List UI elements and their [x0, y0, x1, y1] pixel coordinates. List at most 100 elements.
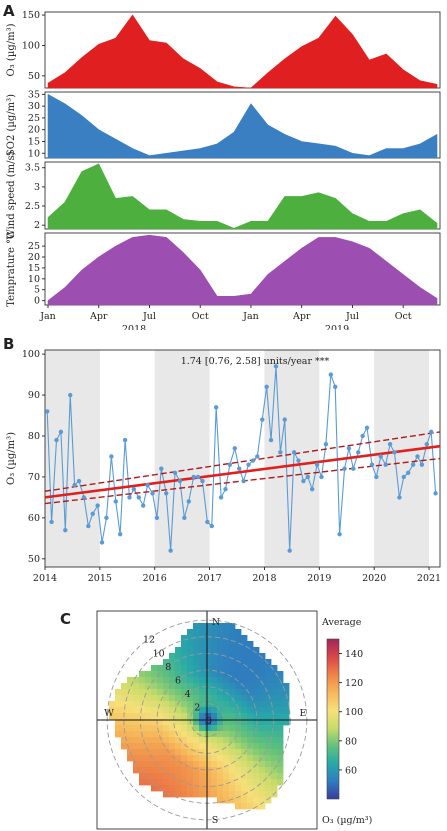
heat-cell: [241, 749, 248, 756]
heat-cell: [205, 683, 212, 690]
heat-cell: [283, 689, 290, 696]
o3-point: [90, 511, 95, 516]
heat-cell: [193, 665, 200, 672]
heat-cell: [211, 653, 218, 660]
heat-cell: [169, 683, 176, 690]
heat-cell: [181, 743, 188, 750]
panel-a-subplot: 2 2.5 3 3.5 Wind speed (m/s): [6, 151, 441, 240]
heat-cell: [145, 755, 152, 762]
heat-cell: [211, 635, 218, 642]
heat-cell: [247, 737, 254, 744]
heat-cell: [199, 725, 206, 732]
o3-point: [63, 527, 68, 533]
heat-cell: [199, 719, 206, 726]
o3-point: [49, 519, 54, 525]
heat-cell: [247, 677, 254, 684]
heat-cell: [211, 665, 218, 672]
heat-cell: [247, 761, 254, 768]
o3-point: [68, 392, 73, 398]
o3-point: [364, 425, 370, 430]
radial-tick-label: 6: [175, 675, 181, 686]
heat-cell: [193, 689, 200, 696]
heat-cell: [223, 647, 230, 654]
heat-cell: [151, 731, 158, 738]
heat-cell: [175, 755, 182, 762]
heat-cell: [223, 773, 230, 780]
heat-cell: [109, 701, 116, 708]
trend-line: [44, 444, 441, 499]
heat-cell: [169, 755, 176, 762]
heat-cell: [241, 719, 248, 726]
panel-b-label: B: [3, 335, 15, 353]
heat-cell: [259, 749, 266, 756]
heat-cell: [151, 707, 158, 714]
direction-label-e: E: [300, 708, 307, 719]
heat-cell: [193, 773, 200, 780]
heat-cell: [181, 665, 188, 672]
heat-cell: [133, 743, 140, 750]
heat-cell: [127, 731, 134, 738]
heat-cell: [235, 665, 242, 672]
heat-cell: [229, 659, 236, 666]
heat-cell: [163, 785, 170, 792]
heat-cell: [259, 737, 266, 744]
heat-cell: [151, 743, 158, 750]
heat-cell: [169, 737, 176, 744]
colorbar: [326, 638, 340, 800]
heat-cell: [133, 713, 140, 720]
heat-cell: [199, 737, 206, 744]
heat-cell: [271, 737, 278, 744]
o3-point: [250, 458, 256, 463]
heat-cell: [163, 707, 170, 714]
heat-cell: [157, 761, 164, 768]
heat-cell: [169, 671, 176, 678]
heat-cell: [163, 767, 170, 774]
heat-cell: [277, 707, 284, 714]
heat-cell: [187, 767, 194, 774]
heat-cell: [205, 791, 212, 798]
heat-cell: [223, 635, 230, 642]
heat-cell: [241, 695, 248, 702]
heat-cell: [223, 677, 230, 684]
heat-cell: [211, 671, 218, 678]
heat-cell: [145, 749, 152, 756]
heat-cell: [121, 683, 128, 690]
heat-cell: [235, 689, 242, 696]
heat-cell: [169, 653, 176, 660]
y-tick-label: 25: [28, 241, 40, 252]
heat-cell: [133, 719, 140, 726]
o3-point: [127, 495, 132, 500]
heat-cell: [163, 731, 170, 738]
heat-cell: [277, 761, 284, 768]
heat-cell: [241, 779, 248, 786]
heat-cell: [175, 647, 182, 654]
heat-cell: [205, 731, 212, 738]
heat-cell: [163, 659, 170, 666]
heat-cell: [145, 767, 152, 774]
heat-cell: [223, 683, 230, 690]
heat-cell: [205, 761, 212, 768]
heat-cell: [145, 713, 152, 720]
heat-cell: [217, 671, 224, 678]
x-tick-label: Jan: [39, 311, 56, 322]
o3-point: [296, 458, 301, 463]
heat-cell: [181, 671, 188, 678]
o3-point: [141, 503, 146, 508]
heat-cell: [253, 779, 260, 786]
heat-cell: [199, 695, 206, 702]
heat-cell: [211, 761, 218, 768]
heat-cell: [169, 665, 176, 672]
heat-cell: [253, 767, 260, 774]
heat-cell: [169, 743, 176, 750]
heat-cell: [229, 779, 236, 786]
heat-cell: [271, 683, 278, 690]
heat-cell: [223, 701, 230, 708]
heat-cell: [151, 779, 158, 786]
radial-tick-label: 12: [143, 635, 155, 646]
y-tick-label: 100: [22, 349, 40, 360]
heat-cell: [229, 773, 236, 780]
heat-cell: [211, 773, 218, 780]
x-tick-label: 2021: [417, 573, 441, 584]
heat-cell: [199, 731, 206, 738]
